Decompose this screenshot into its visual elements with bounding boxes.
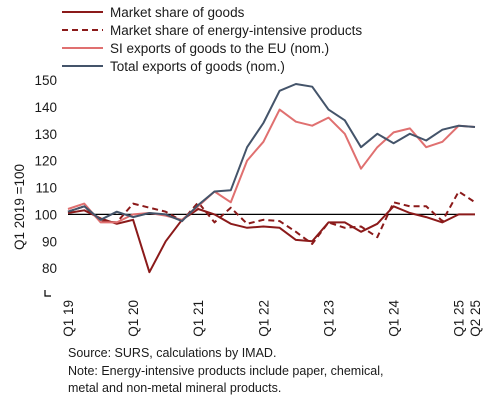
legend-label: Market share of energy-intensive product…: [110, 23, 362, 38]
legend-label: Total exports of goods (nom.): [110, 59, 285, 74]
note-line-2: metal and non-metal mineral products.: [68, 381, 282, 395]
axis-break-icon: [44, 290, 51, 297]
legend-label: SI exports of goods to the EU (nom.): [110, 41, 329, 56]
series-line-3: [67, 108, 476, 224]
x-tick-label: Q1 19: [61, 300, 76, 337]
y-tick-label: 150: [34, 73, 57, 88]
note-line-1: Note: Energy-intensive products include …: [68, 364, 384, 378]
x-tick-label: Q1 24: [387, 300, 402, 337]
x-tick-label: Q1 25: [452, 300, 467, 337]
y-tick-label: 80: [42, 261, 57, 276]
series-line-2: [67, 190, 476, 245]
legend: Market share of goods Market share of ene…: [62, 5, 362, 74]
y-tick-label: 90: [42, 234, 57, 249]
x-tick-label: Q1 23: [321, 300, 336, 337]
x-tick-label: Q2 25: [468, 300, 483, 337]
legend-label: Market share of goods: [110, 5, 245, 20]
source-note: Source: SURS, calculations by IMAD.: [68, 346, 277, 360]
y-tick-label: 120: [34, 154, 57, 169]
y-axis-title: Q1 2019 =100: [12, 164, 27, 250]
series-line-4: [67, 83, 476, 223]
x-tick-label: Q1 21: [191, 300, 206, 337]
x-tick-label: Q1 22: [256, 300, 271, 337]
y-axis-ticks: 80 90 100 110 120 130 140 150: [34, 73, 57, 276]
y-tick-label: 100: [34, 207, 57, 222]
series-line-1: [67, 205, 475, 274]
x-axis-ticks: Q1 19 Q1 20 Q1 21 Q1 22 Q1 23 Q1 24 Q1 25 Q2 25: [61, 300, 483, 337]
y-tick-label: 140: [34, 100, 57, 115]
series-lines: [67, 83, 476, 274]
x-tick-label: Q1 20: [126, 300, 141, 337]
y-tick-label: 130: [34, 127, 57, 142]
y-tick-label: 110: [35, 181, 57, 196]
line-chart: Market share of goods Market share of ene…: [12, 5, 483, 337]
